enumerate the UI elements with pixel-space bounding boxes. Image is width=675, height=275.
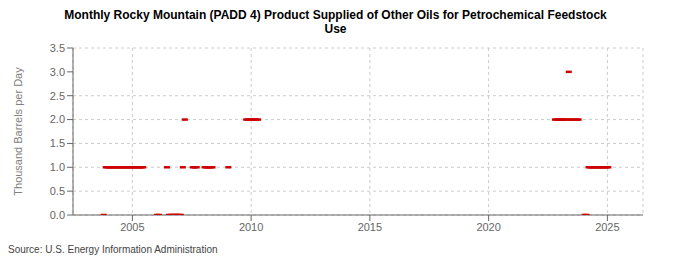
html-text:Source: U.S. Energy Informatio: Source: U.S. Energy Information Administ… — [8, 244, 218, 255]
svg-text:2.0: 2.0 — [50, 113, 65, 125]
svg-text:0.0: 0.0 — [50, 209, 65, 221]
svg-text:2010: 2010 — [239, 221, 263, 233]
svg-text:2020: 2020 — [476, 221, 500, 233]
svg-text:2025: 2025 — [595, 221, 619, 233]
html-text:Use: Use — [324, 22, 347, 36]
svg-text:Thousand Barrels per Day: Thousand Barrels per Day — [12, 67, 24, 196]
svg-text:3.0: 3.0 — [50, 66, 65, 78]
svg-text:1.5: 1.5 — [50, 137, 65, 149]
svg-text:2005: 2005 — [120, 221, 144, 233]
svg-text:2015: 2015 — [358, 221, 382, 233]
svg-text:1.0: 1.0 — [50, 161, 65, 173]
svg-text:3.5: 3.5 — [50, 42, 65, 54]
svg-text:0.5: 0.5 — [50, 185, 65, 197]
html-text:Monthly Rocky Mountain (PADD 4: Monthly Rocky Mountain (PADD 4) Product … — [64, 8, 607, 22]
svg-text:2.5: 2.5 — [50, 90, 65, 102]
